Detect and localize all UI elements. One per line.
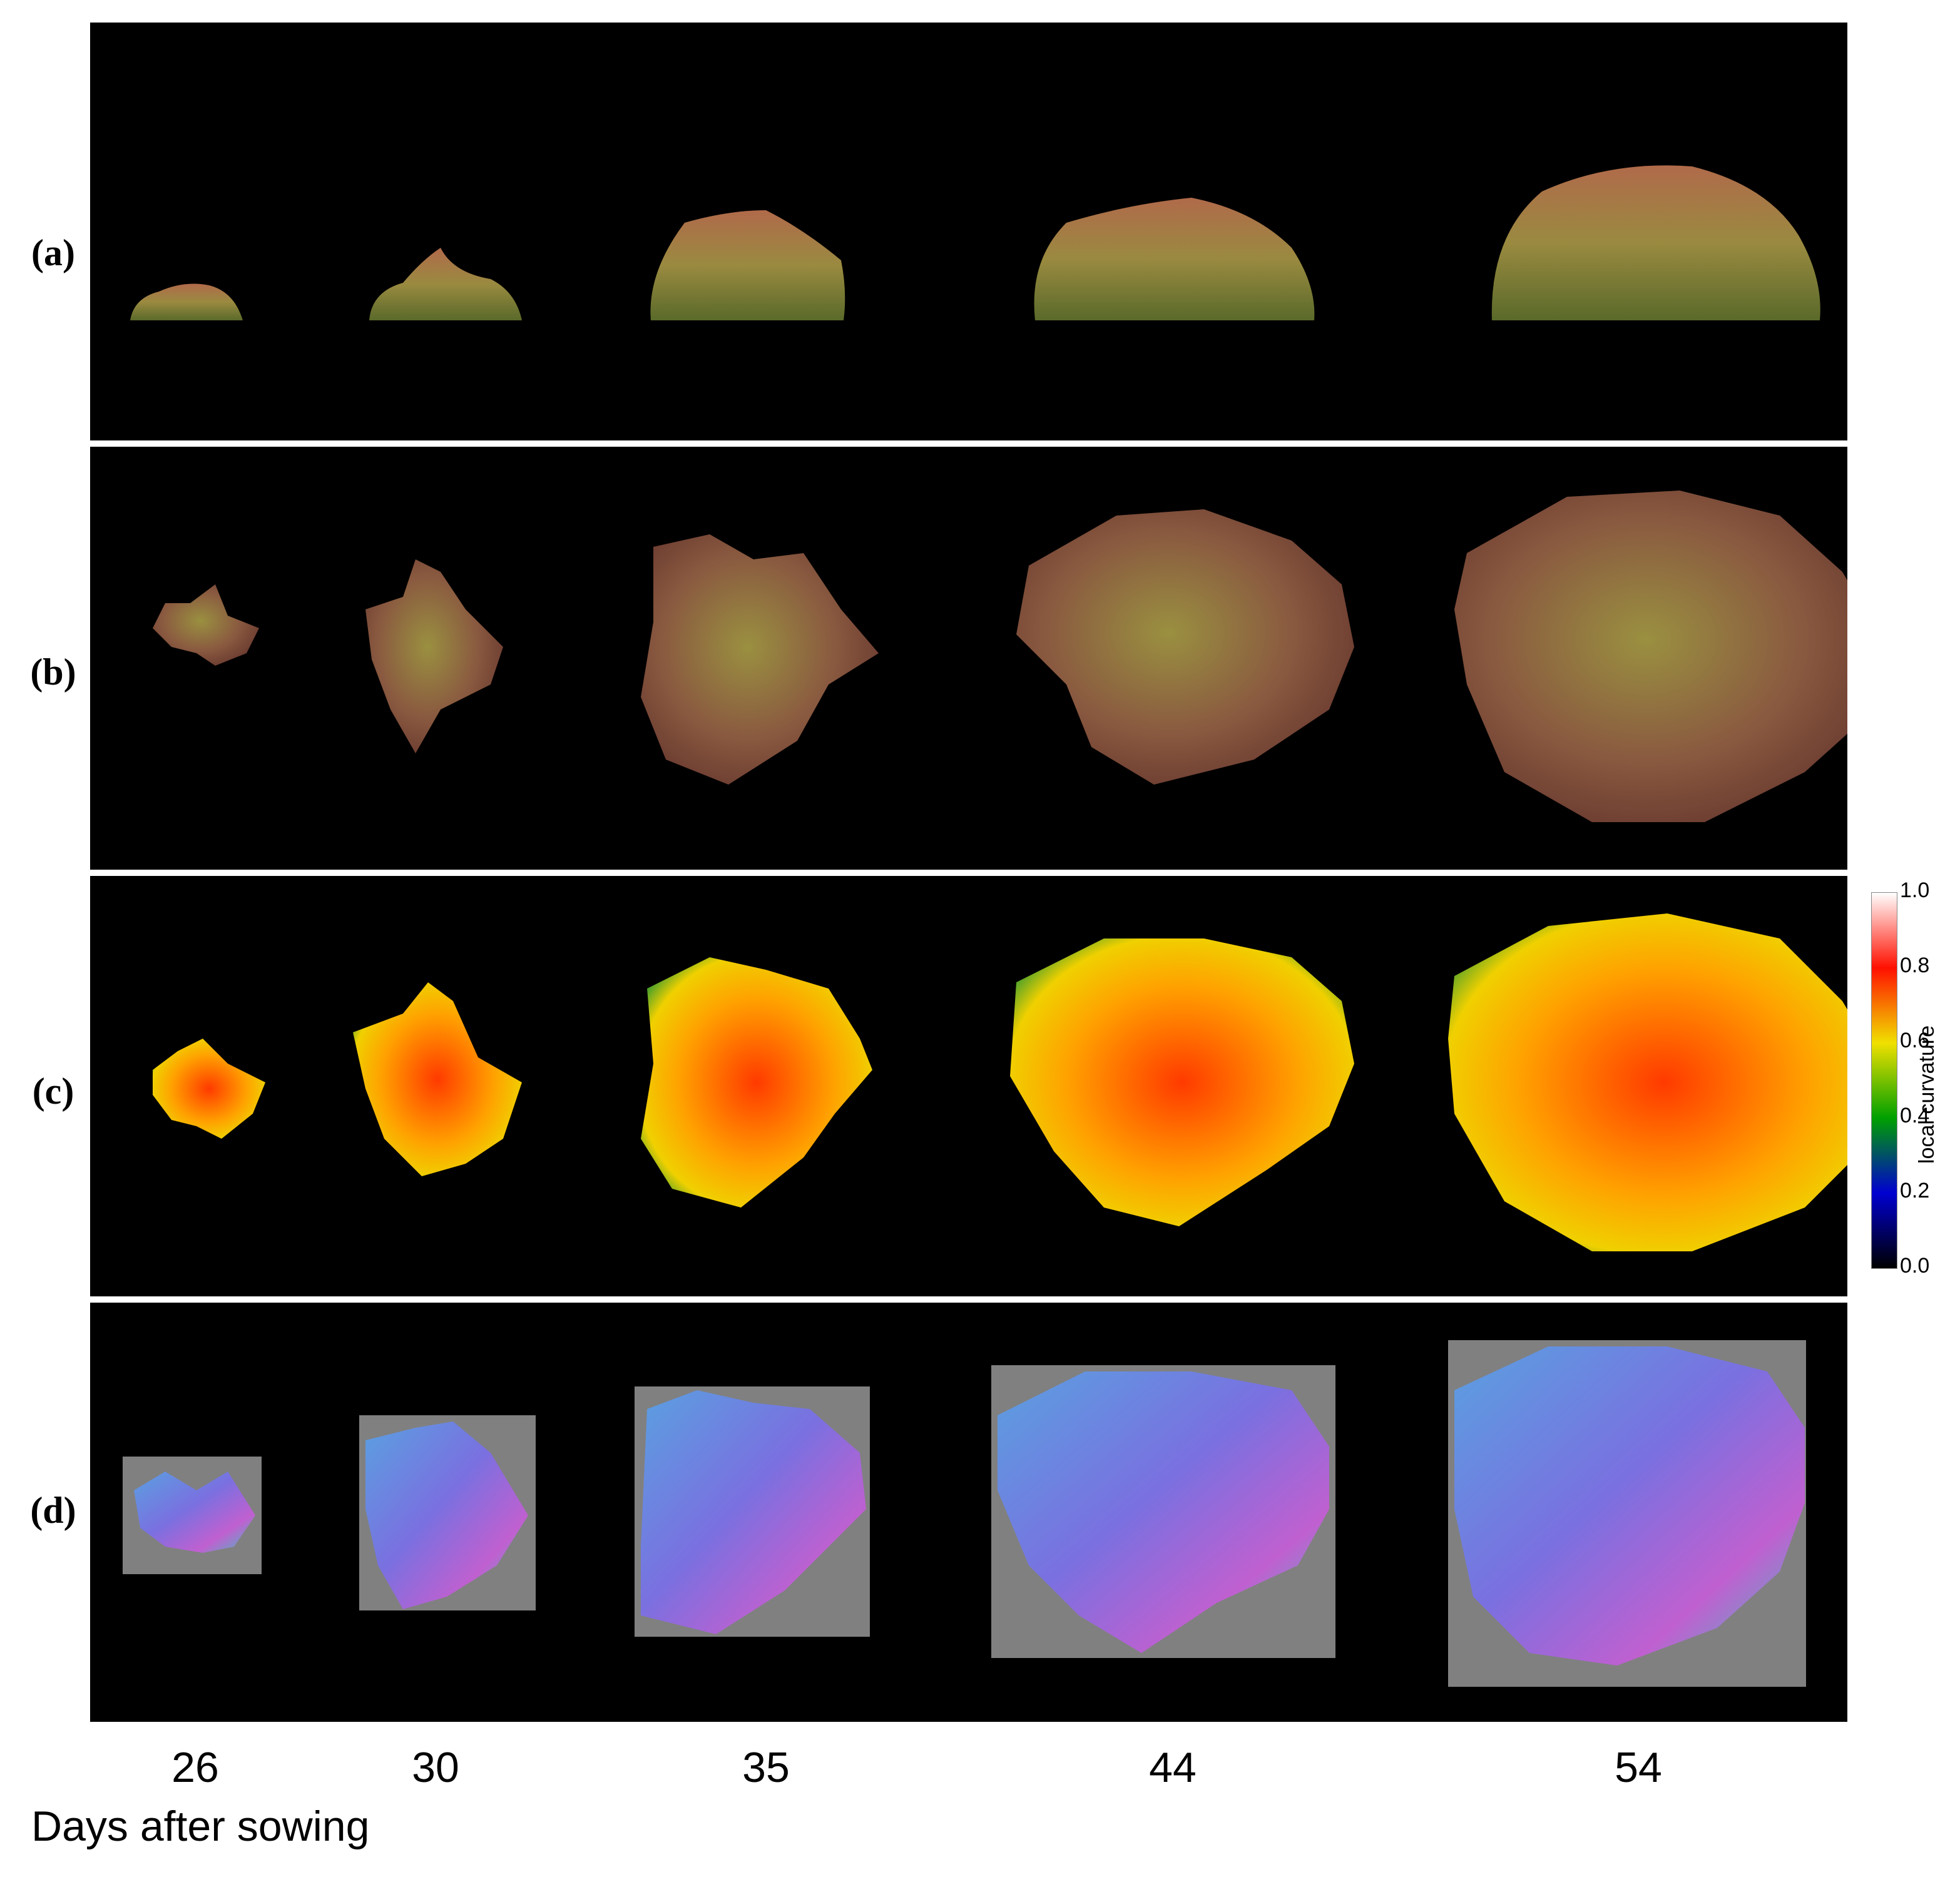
plant-top-35 [641, 534, 879, 785]
day-label-30: 30 [412, 1744, 459, 1791]
plant-side-54 [1491, 165, 1820, 320]
plant-side-30 [369, 248, 522, 320]
curvature-54 [1448, 913, 1847, 1251]
normal-26 [134, 1472, 255, 1553]
top-view-plants [153, 491, 1847, 822]
plant-side-44 [1034, 198, 1315, 320]
colorbar-tick: 0.2 [1900, 1179, 1930, 1203]
curvature-44 [1010, 938, 1354, 1226]
plant-top-26 [153, 584, 259, 666]
curvature-30 [353, 982, 522, 1176]
day-label-35: 35 [742, 1744, 790, 1791]
normal-54 [1454, 1346, 1805, 1666]
panel-d-normal-map [90, 1303, 1847, 1722]
colorbar-tick: 0.4 [1900, 1104, 1930, 1127]
row-label-c: (c) [32, 1071, 74, 1112]
day-label-26: 26 [171, 1744, 219, 1791]
plant-top-54 [1454, 491, 1847, 822]
panel-c-curvature [90, 876, 1847, 1296]
panel-a-side-view [90, 23, 1847, 440]
colorbar-tick: 0.8 [1900, 954, 1930, 977]
day-label-44: 44 [1149, 1744, 1197, 1791]
curvature-colorbar [1871, 892, 1897, 1269]
normal-35 [641, 1390, 866, 1634]
colorbar-tick: 0.6 [1900, 1029, 1930, 1052]
plant-top-44 [1016, 509, 1354, 785]
curvature-35 [641, 957, 872, 1208]
plant-side-35 [650, 210, 845, 320]
x-axis-title: Days after sowing [31, 1803, 370, 1850]
colorbar-tick: 1.0 [1900, 878, 1930, 902]
curvature-26 [153, 1039, 265, 1139]
plant-side-26 [130, 283, 243, 320]
colorbar-label: local curvature [1915, 1025, 1939, 1164]
plant-top-30 [365, 559, 503, 753]
curvature-maps [153, 913, 1847, 1251]
row-label-b: (b) [30, 651, 76, 693]
side-view-plants [130, 165, 1820, 320]
row-label-d: (d) [30, 1490, 76, 1531]
day-label-54: 54 [1615, 1744, 1662, 1791]
row-label-a: (a) [31, 232, 75, 273]
normal-maps [123, 1340, 1806, 1687]
normal-30 [365, 1422, 528, 1609]
colorbar-tick: 0.0 [1900, 1254, 1930, 1278]
panel-b-top-view [90, 447, 1847, 870]
normal-44 [998, 1371, 1329, 1653]
